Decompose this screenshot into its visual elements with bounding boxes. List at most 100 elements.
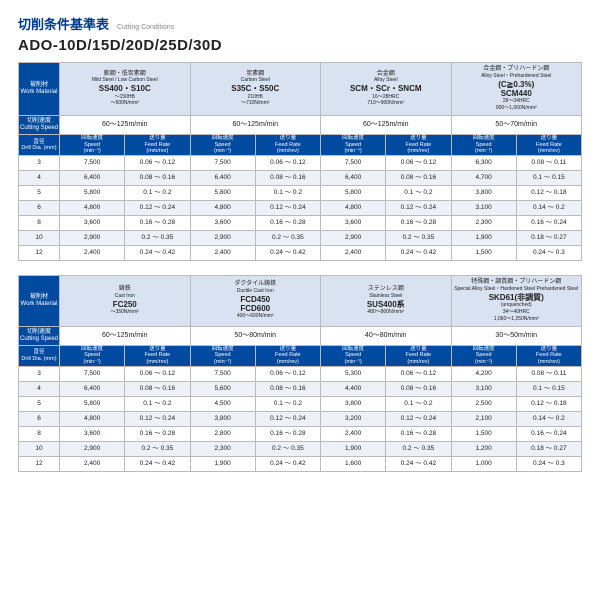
material-header: ステンレス鋼Stainless SteelSUS400系480～800N/mm²: [321, 275, 452, 326]
feed-cell: 0.1 ～ 0.2: [255, 185, 320, 200]
speed-cell: 2,900: [60, 230, 125, 245]
speed-cell: 5,800: [190, 185, 255, 200]
col-feed: 送り量Feed Rate(mm/rev): [255, 345, 320, 366]
feed-cell: 0.12 ～ 0.24: [255, 411, 320, 426]
speed-cell: 2,400: [60, 456, 125, 471]
dia-cell: 3: [19, 366, 60, 381]
title-en: Cutting Conditions: [117, 24, 174, 31]
speed-cell: 6,300: [451, 155, 516, 170]
dia-cell: 12: [19, 456, 60, 471]
table-row: 83,6000.16 ～ 0.283,6000.16 ～ 0.283,6000.…: [19, 215, 582, 230]
feed-cell: 0.14 ～ 0.2: [516, 200, 581, 215]
feed-cell: 0.12 ～ 0.18: [516, 185, 581, 200]
feed-cell: 0.12 ～ 0.24: [255, 200, 320, 215]
table-row: 122,4000.24 ～ 0.421,9000.24 ～ 0.421,6000…: [19, 456, 582, 471]
feed-cell: 0.16 ～ 0.28: [255, 215, 320, 230]
feed-cell: 0.1 ～ 0.2: [255, 396, 320, 411]
speed-cell: 3,800: [451, 185, 516, 200]
dia-cell: 5: [19, 396, 60, 411]
speed-cell: 2,800: [190, 426, 255, 441]
cutting-speed: 60～125m/min: [321, 115, 452, 134]
feed-cell: 0.14 ～ 0.2: [516, 411, 581, 426]
speed-cell: 3,600: [190, 215, 255, 230]
table-row: 46,4000.08 ～ 0.165,6000.08 ～ 0.164,4000.…: [19, 381, 582, 396]
product-code: ADO-10D/15D/20D/25D/30D: [18, 37, 582, 54]
col-speed: 回転速度Speed(min⁻¹): [321, 134, 386, 155]
feed-cell: 0.16 ～ 0.24: [516, 215, 581, 230]
speed-cell: 2,300: [190, 441, 255, 456]
feed-cell: 0.06 ～ 0.12: [125, 366, 190, 381]
col-feed: 送り量Feed Rate(mm/rev): [386, 134, 451, 155]
speed-cell: 4,800: [321, 200, 386, 215]
cutting-speed: 60～125m/min: [60, 115, 191, 134]
speed-cell: 4,800: [60, 411, 125, 426]
speed-cell: 4,500: [190, 396, 255, 411]
cutting-speed: 50～70m/min: [451, 115, 582, 134]
col-feed: 送り量Feed Rate(mm/rev): [386, 345, 451, 366]
speed-cell: 2,500: [451, 396, 516, 411]
speed-cell: 2,400: [321, 426, 386, 441]
feed-cell: 0.16 ～ 0.28: [386, 426, 451, 441]
speed-cell: 1,200: [451, 441, 516, 456]
feed-cell: 0.1 ～ 0.15: [516, 381, 581, 396]
feed-cell: 0.08 ～ 0.16: [125, 381, 190, 396]
speed-cell: 7,500: [190, 155, 255, 170]
material-header: 炭素鋼Carbon SteelS35C・S50C210HB～710N/mm²: [190, 63, 321, 116]
col-speed: 回転速度Speed(min⁻¹): [451, 345, 516, 366]
speed-cell: 6,400: [60, 170, 125, 185]
feed-cell: 0.2 ～ 0.35: [386, 441, 451, 456]
speed-cell: 3,600: [60, 426, 125, 441]
feed-cell: 0.08 ～ 0.16: [386, 381, 451, 396]
feed-cell: 0.1 ～ 0.2: [386, 396, 451, 411]
dia-cell: 12: [19, 245, 60, 260]
cutting-speed: 60～125m/min: [60, 326, 191, 345]
feed-cell: 0.08 ～ 0.16: [386, 170, 451, 185]
side-dia: 直径Drill Dia. (mm): [19, 345, 60, 366]
feed-cell: 0.1 ～ 0.2: [125, 396, 190, 411]
feed-cell: 0.08 ～ 0.16: [255, 170, 320, 185]
speed-cell: 4,800: [60, 200, 125, 215]
speed-cell: 1,500: [451, 426, 516, 441]
speed-cell: 2,400: [321, 245, 386, 260]
feed-cell: 0.18 ～ 0.27: [516, 230, 581, 245]
speed-cell: 5,600: [190, 381, 255, 396]
table-row: 37,5000.06 ～ 0.127,5000.06 ～ 0.125,3000.…: [19, 366, 582, 381]
table-row: 102,9000.2 ～ 0.352,3000.2 ～ 0.351,9000.2…: [19, 441, 582, 456]
feed-cell: 0.06 ～ 0.12: [125, 155, 190, 170]
cutting-table: 被削材Work Material鋳鉄Cast IronFC250～350N/mm…: [18, 275, 582, 472]
table-row: 64,8000.12 ～ 0.244,8000.12 ～ 0.244,8000.…: [19, 200, 582, 215]
speed-cell: 1,600: [321, 456, 386, 471]
cutting-table: 被削材Work Material軟鋼・低炭素鋼Mild Steel / Low …: [18, 62, 582, 261]
feed-cell: 0.16 ～ 0.28: [125, 426, 190, 441]
feed-cell: 0.08 ～ 0.11: [516, 366, 581, 381]
speed-cell: 5,800: [321, 185, 386, 200]
col-speed: 回転速度Speed(min⁻¹): [190, 345, 255, 366]
page-title: 切削条件基準表 Cutting Conditions: [18, 14, 582, 33]
material-header: 合金鋼・プリハードン鋼Alloy Steel・Prehardened Steel…: [451, 63, 582, 116]
feed-cell: 0.24 ～ 0.42: [386, 456, 451, 471]
feed-cell: 0.16 ～ 0.24: [516, 426, 581, 441]
dia-cell: 8: [19, 426, 60, 441]
speed-cell: 2,400: [60, 245, 125, 260]
feed-cell: 0.2 ～ 0.35: [255, 230, 320, 245]
feed-cell: 0.1 ～ 0.2: [125, 185, 190, 200]
speed-cell: 3,100: [451, 381, 516, 396]
side-speed: 切削速度Cutting Speed: [19, 115, 60, 134]
speed-cell: 7,500: [60, 155, 125, 170]
speed-cell: 7,500: [190, 366, 255, 381]
col-feed: 送り量Feed Rate(mm/rev): [125, 345, 190, 366]
speed-cell: 5,800: [60, 396, 125, 411]
speed-cell: 3,200: [321, 411, 386, 426]
col-feed: 送り量Feed Rate(mm/rev): [125, 134, 190, 155]
feed-cell: 0.12 ～ 0.24: [125, 411, 190, 426]
material-header: 鋳鉄Cast IronFC250～350N/mm²: [60, 275, 191, 326]
speed-cell: 1,900: [190, 456, 255, 471]
feed-cell: 0.08 ～ 0.11: [516, 155, 581, 170]
feed-cell: 0.06 ～ 0.12: [255, 366, 320, 381]
feed-cell: 0.12 ～ 0.24: [125, 200, 190, 215]
table-row: 64,8000.12 ～ 0.243,8000.12 ～ 0.243,2000.…: [19, 411, 582, 426]
feed-cell: 0.06 ～ 0.12: [386, 366, 451, 381]
dia-cell: 5: [19, 185, 60, 200]
feed-cell: 0.16 ～ 0.28: [386, 215, 451, 230]
feed-cell: 0.1 ～ 0.2: [386, 185, 451, 200]
